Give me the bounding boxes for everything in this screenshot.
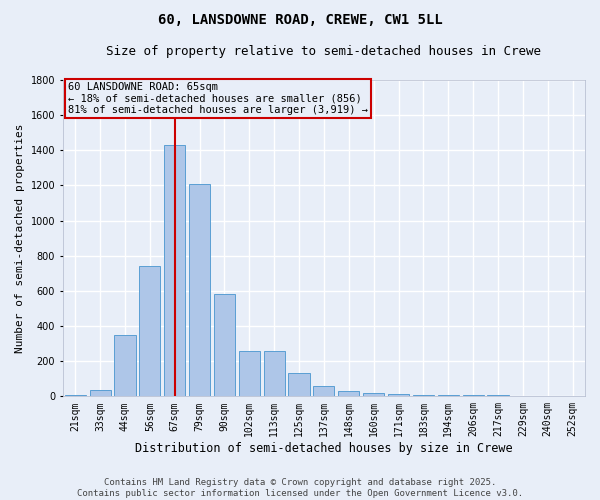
Bar	[89, 390, 110, 396]
Bar	[413, 394, 434, 396]
Bar	[363, 393, 384, 396]
Bar	[189, 184, 210, 396]
Bar	[214, 294, 235, 396]
Y-axis label: Number of semi-detached properties: Number of semi-detached properties	[15, 124, 25, 353]
Text: Contains HM Land Registry data © Crown copyright and database right 2025.
Contai: Contains HM Land Registry data © Crown c…	[77, 478, 523, 498]
Bar	[313, 386, 334, 396]
Bar	[239, 350, 260, 397]
Bar	[164, 145, 185, 397]
Text: 60 LANSDOWNE ROAD: 65sqm
← 18% of semi-detached houses are smaller (856)
81% of : 60 LANSDOWNE ROAD: 65sqm ← 18% of semi-d…	[68, 82, 368, 115]
Bar	[289, 374, 310, 396]
Text: 60, LANSDOWNE ROAD, CREWE, CW1 5LL: 60, LANSDOWNE ROAD, CREWE, CW1 5LL	[158, 12, 442, 26]
Bar	[263, 350, 285, 397]
X-axis label: Distribution of semi-detached houses by size in Crewe: Distribution of semi-detached houses by …	[135, 442, 513, 455]
Bar	[338, 391, 359, 396]
Bar	[139, 266, 160, 396]
Title: Size of property relative to semi-detached houses in Crewe: Size of property relative to semi-detach…	[106, 45, 541, 58]
Bar	[65, 394, 86, 396]
Bar	[388, 394, 409, 396]
Bar	[115, 335, 136, 396]
